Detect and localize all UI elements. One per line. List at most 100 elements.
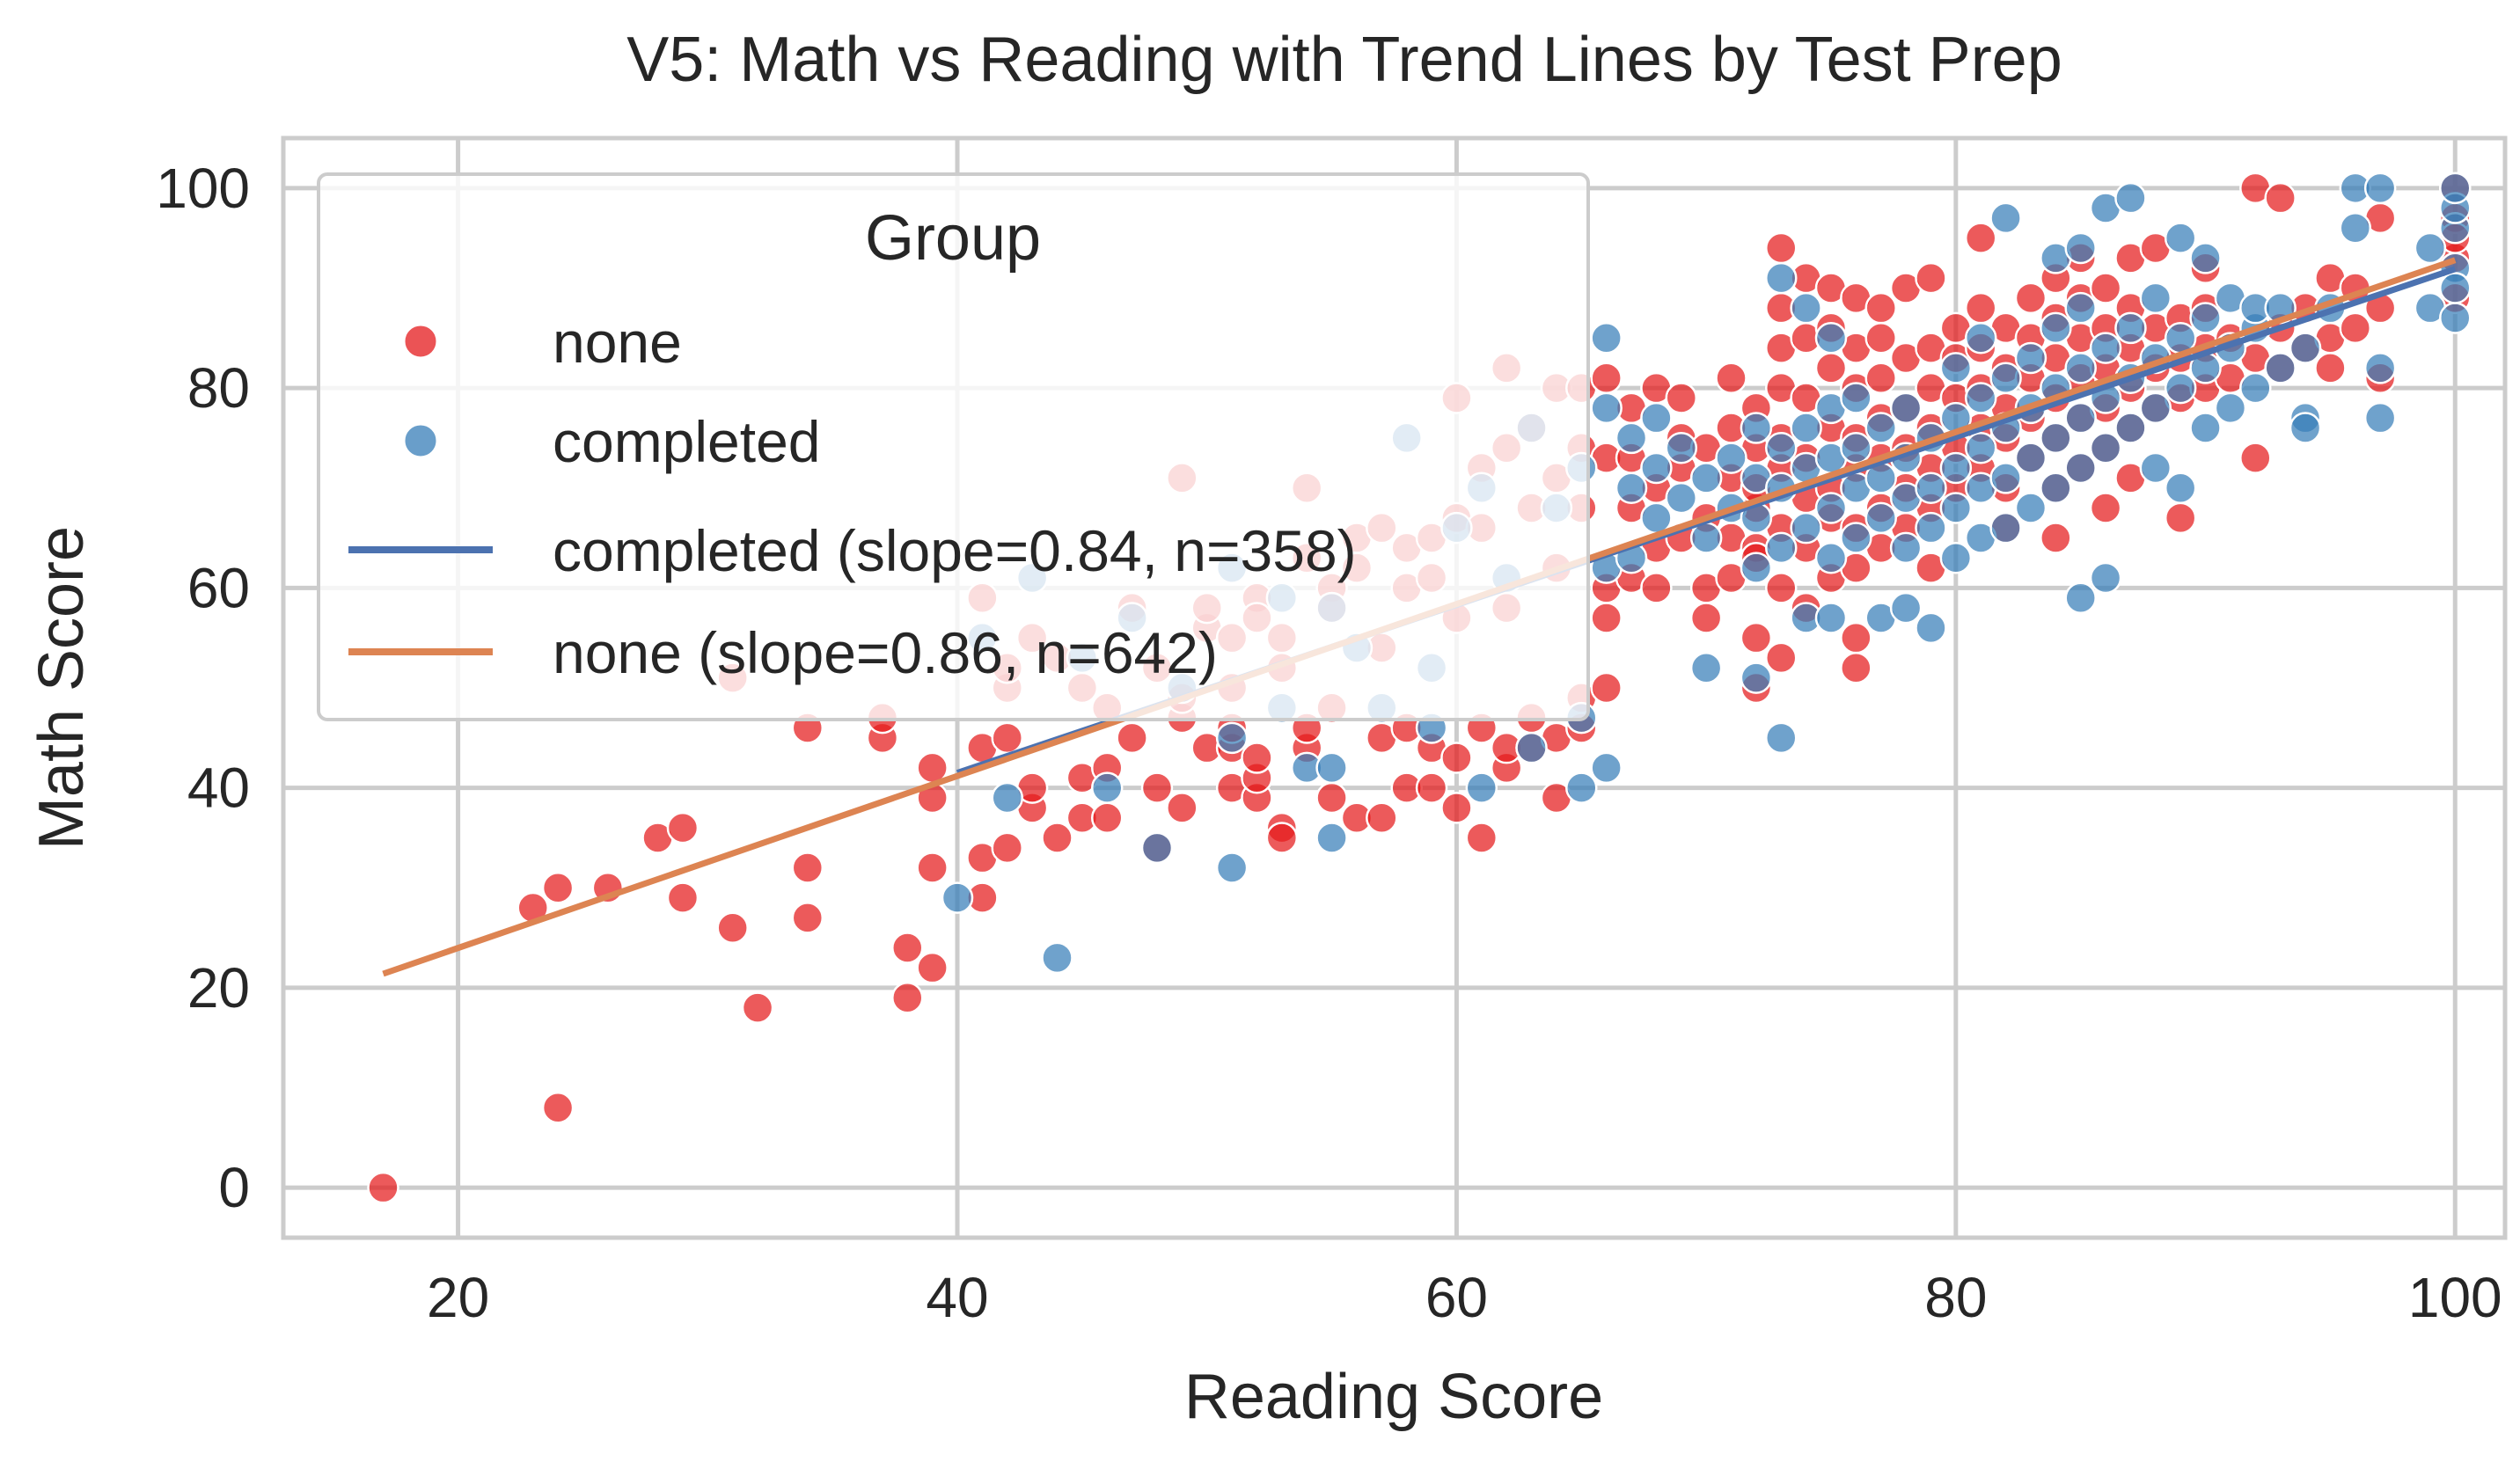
legend-label-none: none [553,310,682,375]
data-point-completed [1814,322,1848,355]
data-point-completed [1840,382,1872,414]
data-point-completed [1689,652,1723,684]
data-point-none [791,902,824,934]
data-point-completed [1090,771,1124,804]
data-point-completed [2040,311,2072,345]
data-point-completed [1689,462,1723,494]
data-point-none [1640,572,1673,604]
data-point-completed [1989,511,2022,545]
data-point-completed [1790,412,1822,444]
data-point-completed [1864,501,1897,535]
data-point-completed [1964,432,1997,464]
data-point-completed [1939,492,1973,524]
data-point-completed [2064,291,2097,325]
data-point-none [2040,522,2072,554]
data-point-completed [2289,332,2322,364]
data-point-completed [1640,401,1673,435]
data-point-none [1041,822,1073,854]
data-point-none [1090,801,1124,834]
data-point-completed [2214,391,2247,425]
data-point-completed [2414,231,2447,265]
data-point-none [1590,602,1623,634]
data-point-none [1241,742,1273,774]
x-tick-labels: 20 40 60 80 100 [427,1266,2502,1329]
data-point-completed [2014,341,2048,375]
data-point-none [1366,801,1398,834]
data-point-completed [2439,172,2472,205]
data-point-none [1590,671,1623,705]
data-point-completed [1565,771,1598,804]
data-point-completed [2439,272,2472,304]
data-point-none [2239,442,2272,474]
data-point-completed [1814,492,1848,524]
data-point-completed [1665,432,1698,464]
data-point-none [2264,181,2297,215]
data-point-completed [1915,471,1947,504]
legend-marker-none [402,323,439,360]
data-point-none [1814,352,1848,384]
data-point-completed [2189,302,2222,334]
data-point-completed [1740,662,1773,694]
data-point-none [1265,822,1299,854]
data-point-none [716,911,749,944]
data-point-completed [1939,352,1973,384]
data-point-completed [2114,412,2147,444]
legend-marker-completed [402,422,439,459]
data-point-completed [2139,451,2172,485]
data-point-completed [1665,481,1698,515]
data-point-none [891,932,924,964]
data-point-none [891,982,924,1014]
data-point-completed [1465,771,1498,804]
data-point-completed [1615,421,1648,455]
data-point-none [1140,771,1174,804]
data-point-completed [2014,492,2048,524]
data-point-none [1665,382,1698,414]
data-point-none [1166,792,1198,824]
legend: Group none completed completed (slope=0.… [317,172,1590,721]
data-point-completed [1764,261,1798,295]
data-point-completed [941,881,974,914]
data-point-completed [1915,611,1947,645]
data-point-none [1864,322,1897,355]
data-point-completed [2189,412,2222,444]
data-point-none [1415,771,1448,804]
y-tick-label: 80 [187,356,250,420]
data-point-none [991,721,1024,755]
data-point-completed [1989,201,2022,235]
data-point-completed [1915,511,1947,545]
data-point-none [2164,501,2197,535]
y-tick-label: 40 [187,757,250,820]
data-point-completed [1939,451,1973,485]
legend-label-none-trend: none (slope=0.86, n=642) [553,620,1218,685]
y-axis-label: Math Score [26,526,97,850]
data-point-completed [1889,531,1923,565]
data-point-none [1440,792,1473,824]
data-point-completed [1864,412,1897,444]
data-point-completed [2089,432,2122,464]
data-point-none [1764,231,1798,265]
data-point-none [1715,362,1747,394]
data-point-none [541,872,575,904]
data-point-completed [2139,391,2172,425]
data-point-none [741,991,774,1024]
data-point-completed [1215,852,1249,884]
data-point-completed [1814,542,1848,574]
data-point-completed [2164,222,2197,254]
data-point-completed [2239,371,2272,405]
data-point-none [541,1092,575,1124]
data-point-completed [1740,552,1773,584]
data-point-none [1689,602,1723,634]
data-point-completed [1989,362,2022,394]
data-point-completed [2363,401,2397,435]
y-tick-label: 100 [156,157,250,220]
data-point-completed [1640,451,1673,485]
data-point-none [367,1171,399,1204]
data-point-none [1840,621,1872,654]
data-point-completed [1715,442,1747,474]
data-point-completed [2089,332,2122,364]
data-point-completed [1790,291,1822,325]
data-point-completed [1315,822,1348,854]
data-point-completed [1041,941,1073,975]
data-point-completed [2164,371,2197,405]
x-tick-label: 60 [1425,1266,1488,1329]
